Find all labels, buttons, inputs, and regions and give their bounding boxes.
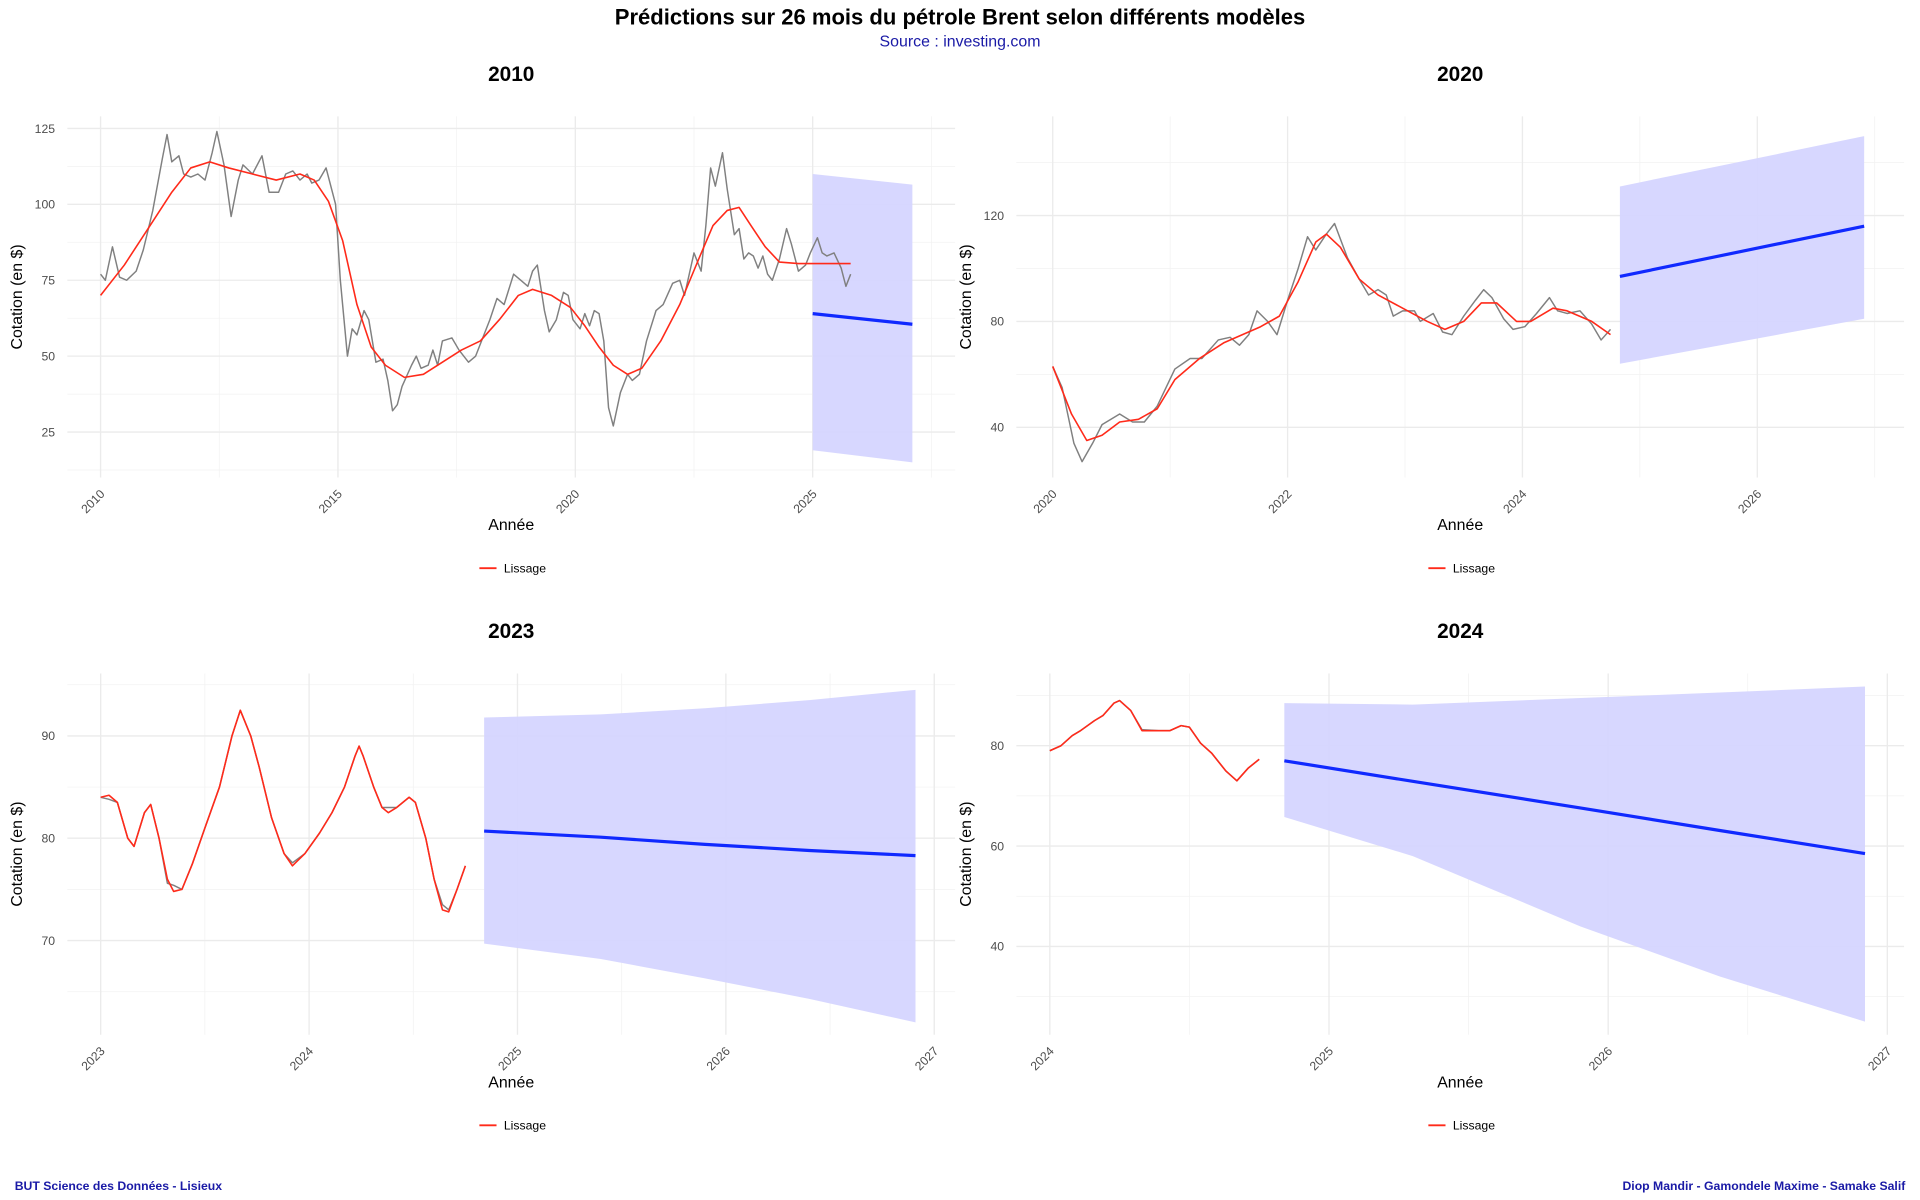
footer-right: Diop Mandir - Gamondele Maxime - Samake … (1622, 1179, 1906, 1193)
x-tick-label: 2024 (1028, 1044, 1057, 1073)
y-axis-label: Cotation (en $) (9, 244, 26, 349)
price-line (100, 709, 467, 911)
y-tick-label: 80 (41, 832, 55, 846)
x-tick-label: 2020 (1031, 487, 1060, 516)
smoothing-line (1049, 699, 1260, 782)
legend-label-lissage: Lissage (504, 1119, 546, 1133)
figure-subtitle: Source : investing.com (880, 34, 1041, 51)
y-tick-label: 60 (990, 839, 1004, 853)
y-axis-label: Cotation (en $) (958, 801, 975, 906)
chart-panel-2010: 25 50 75 100 125 2010 2015 2020 2025 2010 Année Cot… (9, 63, 956, 575)
legend-label-lissage: Lissage (1453, 1119, 1495, 1133)
x-tick-label: 2024 (1500, 487, 1529, 516)
y-tick-label: 75 (41, 274, 55, 288)
y-tick-label: 80 (990, 739, 1004, 753)
y-tick-label: 100 (35, 198, 56, 212)
y-tick-label: 80 (990, 315, 1004, 329)
forecast-line (1619, 224, 1865, 278)
x-axis-label: Année (488, 517, 534, 534)
forecast-line (812, 312, 913, 326)
footer-left: BUT Science des Données - Lisieux (15, 1179, 223, 1193)
forecast-interval-band (484, 689, 916, 1023)
x-axis-label: Année (488, 1074, 534, 1091)
x-tick-label: 2024 (287, 1044, 316, 1073)
chart-panel-2024: 40 60 80 2024 2025 2026 2027 2024 Année Cotation … (958, 620, 1905, 1133)
forecast-line (1284, 759, 1866, 856)
x-tick-label: 2015 (316, 487, 345, 516)
smoothing-line (1051, 233, 1611, 442)
y-tick-label: 120 (984, 209, 1005, 223)
figure-title: Prédictions sur 26 mois du pétrole Brent… (615, 4, 1305, 29)
chart-panel-2020: 40 80 120 2020 2022 2024 2026 2020 Année Cotation… (958, 63, 1905, 575)
x-axis-label: Année (1437, 517, 1483, 534)
x-tick-label: 2025 (791, 487, 820, 516)
y-axis-label: Cotation (en $) (9, 801, 26, 906)
panel-title: 2010 (488, 63, 534, 86)
y-tick-label: 40 (990, 940, 1004, 954)
x-tick-label: 2026 (1735, 487, 1764, 516)
y-tick-label: 25 (41, 425, 55, 439)
panel-title: 2024 (1437, 620, 1484, 643)
panel-title: 2023 (488, 620, 534, 643)
panel-title: 2020 (1437, 63, 1483, 86)
x-tick-label: 2020 (553, 487, 582, 516)
x-tick-label: 2026 (1586, 1044, 1615, 1073)
price-line (1049, 699, 1260, 782)
y-tick-label: 70 (41, 934, 55, 948)
x-tick-label: 2027 (1865, 1044, 1894, 1073)
legend-label-lissage: Lissage (1453, 561, 1495, 575)
price-line (1052, 222, 1612, 463)
x-tick-label: 2023 (79, 1044, 108, 1073)
x-axis-label: Année (1437, 1074, 1483, 1091)
x-tick-label: 2027 (912, 1044, 941, 1073)
forecast-interval-band (1284, 686, 1865, 1022)
x-tick-label: 2025 (1307, 1044, 1336, 1073)
y-axis-label: Cotation (en $) (958, 244, 975, 349)
price-line (99, 130, 852, 427)
smoothing-line (99, 161, 851, 379)
x-tick-label: 2025 (495, 1044, 524, 1073)
chart-panel-2023: 70 80 90 2023 2024 2025 2026 2027 2023 Année Cotat… (9, 620, 956, 1133)
y-tick-label: 90 (41, 729, 55, 743)
y-tick-label: 50 (41, 349, 55, 363)
y-tick-label: 125 (35, 122, 56, 136)
forecast-line (484, 829, 916, 858)
y-tick-label: 40 (990, 421, 1004, 435)
smoothing-line (100, 709, 467, 913)
legend-label-lissage: Lissage (504, 561, 546, 575)
x-tick-label: 2022 (1265, 487, 1294, 516)
x-tick-label: 2026 (704, 1044, 733, 1073)
x-tick-label: 2010 (78, 487, 107, 516)
